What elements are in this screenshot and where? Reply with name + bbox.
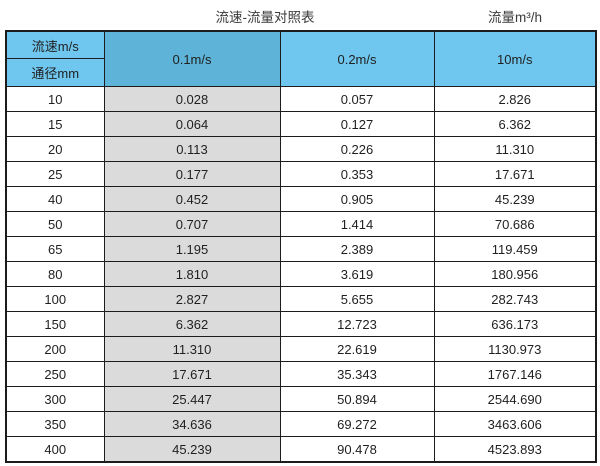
- value-cell: 0.127: [279, 111, 435, 137]
- table-title: 流速-流量对照表: [215, 10, 315, 25]
- value-cell: 180.956: [433, 261, 597, 287]
- value-cell: 11.310: [103, 336, 281, 362]
- table-row: 10 0.028 0.057 2.826: [5, 86, 597, 112]
- value-cell: 0.353: [279, 161, 435, 187]
- header-col-0-1ms: 0.1m/s: [103, 30, 281, 87]
- diameter-cell: 200: [5, 336, 105, 362]
- value-cell: 0.177: [103, 161, 281, 187]
- value-cell: 0.226: [279, 136, 435, 162]
- table-row: 150 6.362 12.723 636.173: [5, 311, 597, 337]
- value-cell: 50.894: [279, 386, 435, 412]
- value-cell: 70.686: [433, 211, 597, 237]
- diameter-cell: 10: [5, 86, 105, 112]
- diameter-cell: 300: [5, 386, 105, 412]
- table-row: 400 45.239 90.478 4523.893: [5, 436, 597, 463]
- diameter-cell: 40: [5, 186, 105, 212]
- value-cell: 34.636: [103, 411, 281, 437]
- value-cell: 1.414: [279, 211, 435, 237]
- value-cell: 22.619: [279, 336, 435, 362]
- value-cell: 0.064: [103, 111, 281, 137]
- value-cell: 1130.973: [433, 336, 597, 362]
- flow-rate-table: 流速m/s 0.1m/s 0.2m/s 10m/s 通径mm 10 0.028 0.…: [5, 30, 597, 463]
- value-cell: 1.195: [103, 236, 281, 262]
- value-cell: 35.343: [279, 361, 435, 387]
- value-cell: 119.459: [433, 236, 597, 262]
- table-row: 15 0.064 0.127 6.362: [5, 111, 597, 137]
- value-cell: 17.671: [103, 361, 281, 387]
- value-cell: 4523.893: [433, 436, 597, 463]
- value-cell: 2.827: [103, 286, 281, 312]
- value-cell: 2544.690: [433, 386, 597, 412]
- value-cell: 2.826: [433, 86, 597, 112]
- value-cell: 3.619: [279, 261, 435, 287]
- value-cell: 2.389: [279, 236, 435, 262]
- table-row: 100 2.827 5.655 282.743: [5, 286, 597, 312]
- table-row: 300 25.447 50.894 2544.690: [5, 386, 597, 412]
- table-row: 40 0.452 0.905 45.239: [5, 186, 597, 212]
- value-cell: 0.452: [103, 186, 281, 212]
- value-cell: 0.707: [103, 211, 281, 237]
- diameter-cell: 20: [5, 136, 105, 162]
- value-cell: 1.810: [103, 261, 281, 287]
- value-cell: 1767.146: [433, 361, 597, 387]
- diameter-cell: 15: [5, 111, 105, 137]
- diameter-cell: 400: [5, 436, 105, 463]
- table-row: 350 34.636 69.272 3463.606: [5, 411, 597, 437]
- value-cell: 5.655: [279, 286, 435, 312]
- diameter-cell: 25: [5, 161, 105, 187]
- table-row: 50 0.707 1.414 70.686: [5, 211, 597, 237]
- value-cell: 90.478: [279, 436, 435, 463]
- value-cell: 636.173: [433, 311, 597, 337]
- diameter-cell: 350: [5, 411, 105, 437]
- header-col-0-2ms: 0.2m/s: [279, 30, 435, 87]
- value-cell: 3463.606: [433, 411, 597, 437]
- value-cell: 0.113: [103, 136, 281, 162]
- value-cell: 0.057: [279, 86, 435, 112]
- value-cell: 12.723: [279, 311, 435, 337]
- diameter-cell: 50: [5, 211, 105, 237]
- table-body: 10 0.028 0.057 2.826 15 0.064 0.127 6.362 20 0.11…: [5, 86, 597, 463]
- header-diameter-label: 通径mm: [5, 58, 105, 87]
- value-cell: 6.362: [433, 111, 597, 137]
- value-cell: 6.362: [103, 311, 281, 337]
- flow-unit-label: 流量m³/h: [488, 10, 542, 25]
- value-cell: 17.671: [433, 161, 597, 187]
- table-row: 20 0.113 0.226 11.310: [5, 136, 597, 162]
- value-cell: 11.310: [433, 136, 597, 162]
- value-cell: 45.239: [103, 436, 281, 463]
- value-cell: 0.905: [279, 186, 435, 212]
- value-cell: 69.272: [279, 411, 435, 437]
- value-cell: 0.028: [103, 86, 281, 112]
- header-col-10ms: 10m/s: [433, 30, 597, 87]
- table-row: 80 1.810 3.619 180.956: [5, 261, 597, 287]
- table-row: 250 17.671 35.343 1767.146: [5, 361, 597, 387]
- header-row-top: 流速m/s 0.1m/s 0.2m/s 10m/s: [5, 30, 597, 87]
- diameter-cell: 250: [5, 361, 105, 387]
- table-row: 25 0.177 0.353 17.671: [5, 161, 597, 187]
- diameter-cell: 100: [5, 286, 105, 312]
- value-cell: 45.239: [433, 186, 597, 212]
- table-row: 200 11.310 22.619 1130.973: [5, 336, 597, 362]
- header-velocity-label: 流速m/s: [5, 30, 105, 59]
- diameter-cell: 150: [5, 311, 105, 337]
- table-header: 流速m/s 0.1m/s 0.2m/s 10m/s 通径mm: [5, 30, 597, 87]
- value-cell: 25.447: [103, 386, 281, 412]
- diameter-cell: 65: [5, 236, 105, 262]
- table-row: 65 1.195 2.389 119.459: [5, 236, 597, 262]
- header-row-bottom: 通径mm: [5, 58, 596, 87]
- diameter-cell: 80: [5, 261, 105, 287]
- value-cell: 282.743: [433, 286, 597, 312]
